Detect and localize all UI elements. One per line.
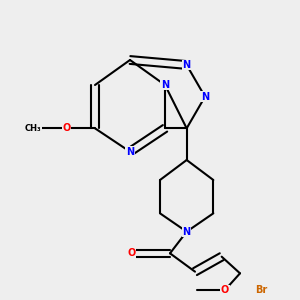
Text: N: N <box>183 227 191 237</box>
Text: Br: Br <box>256 285 268 295</box>
Text: N: N <box>126 147 134 157</box>
Text: CH₃: CH₃ <box>25 124 42 133</box>
Text: O: O <box>62 123 71 133</box>
Text: O: O <box>128 248 136 258</box>
Text: N: N <box>161 80 169 90</box>
Text: O: O <box>221 285 229 295</box>
Text: N: N <box>183 60 191 70</box>
Text: N: N <box>201 92 209 102</box>
